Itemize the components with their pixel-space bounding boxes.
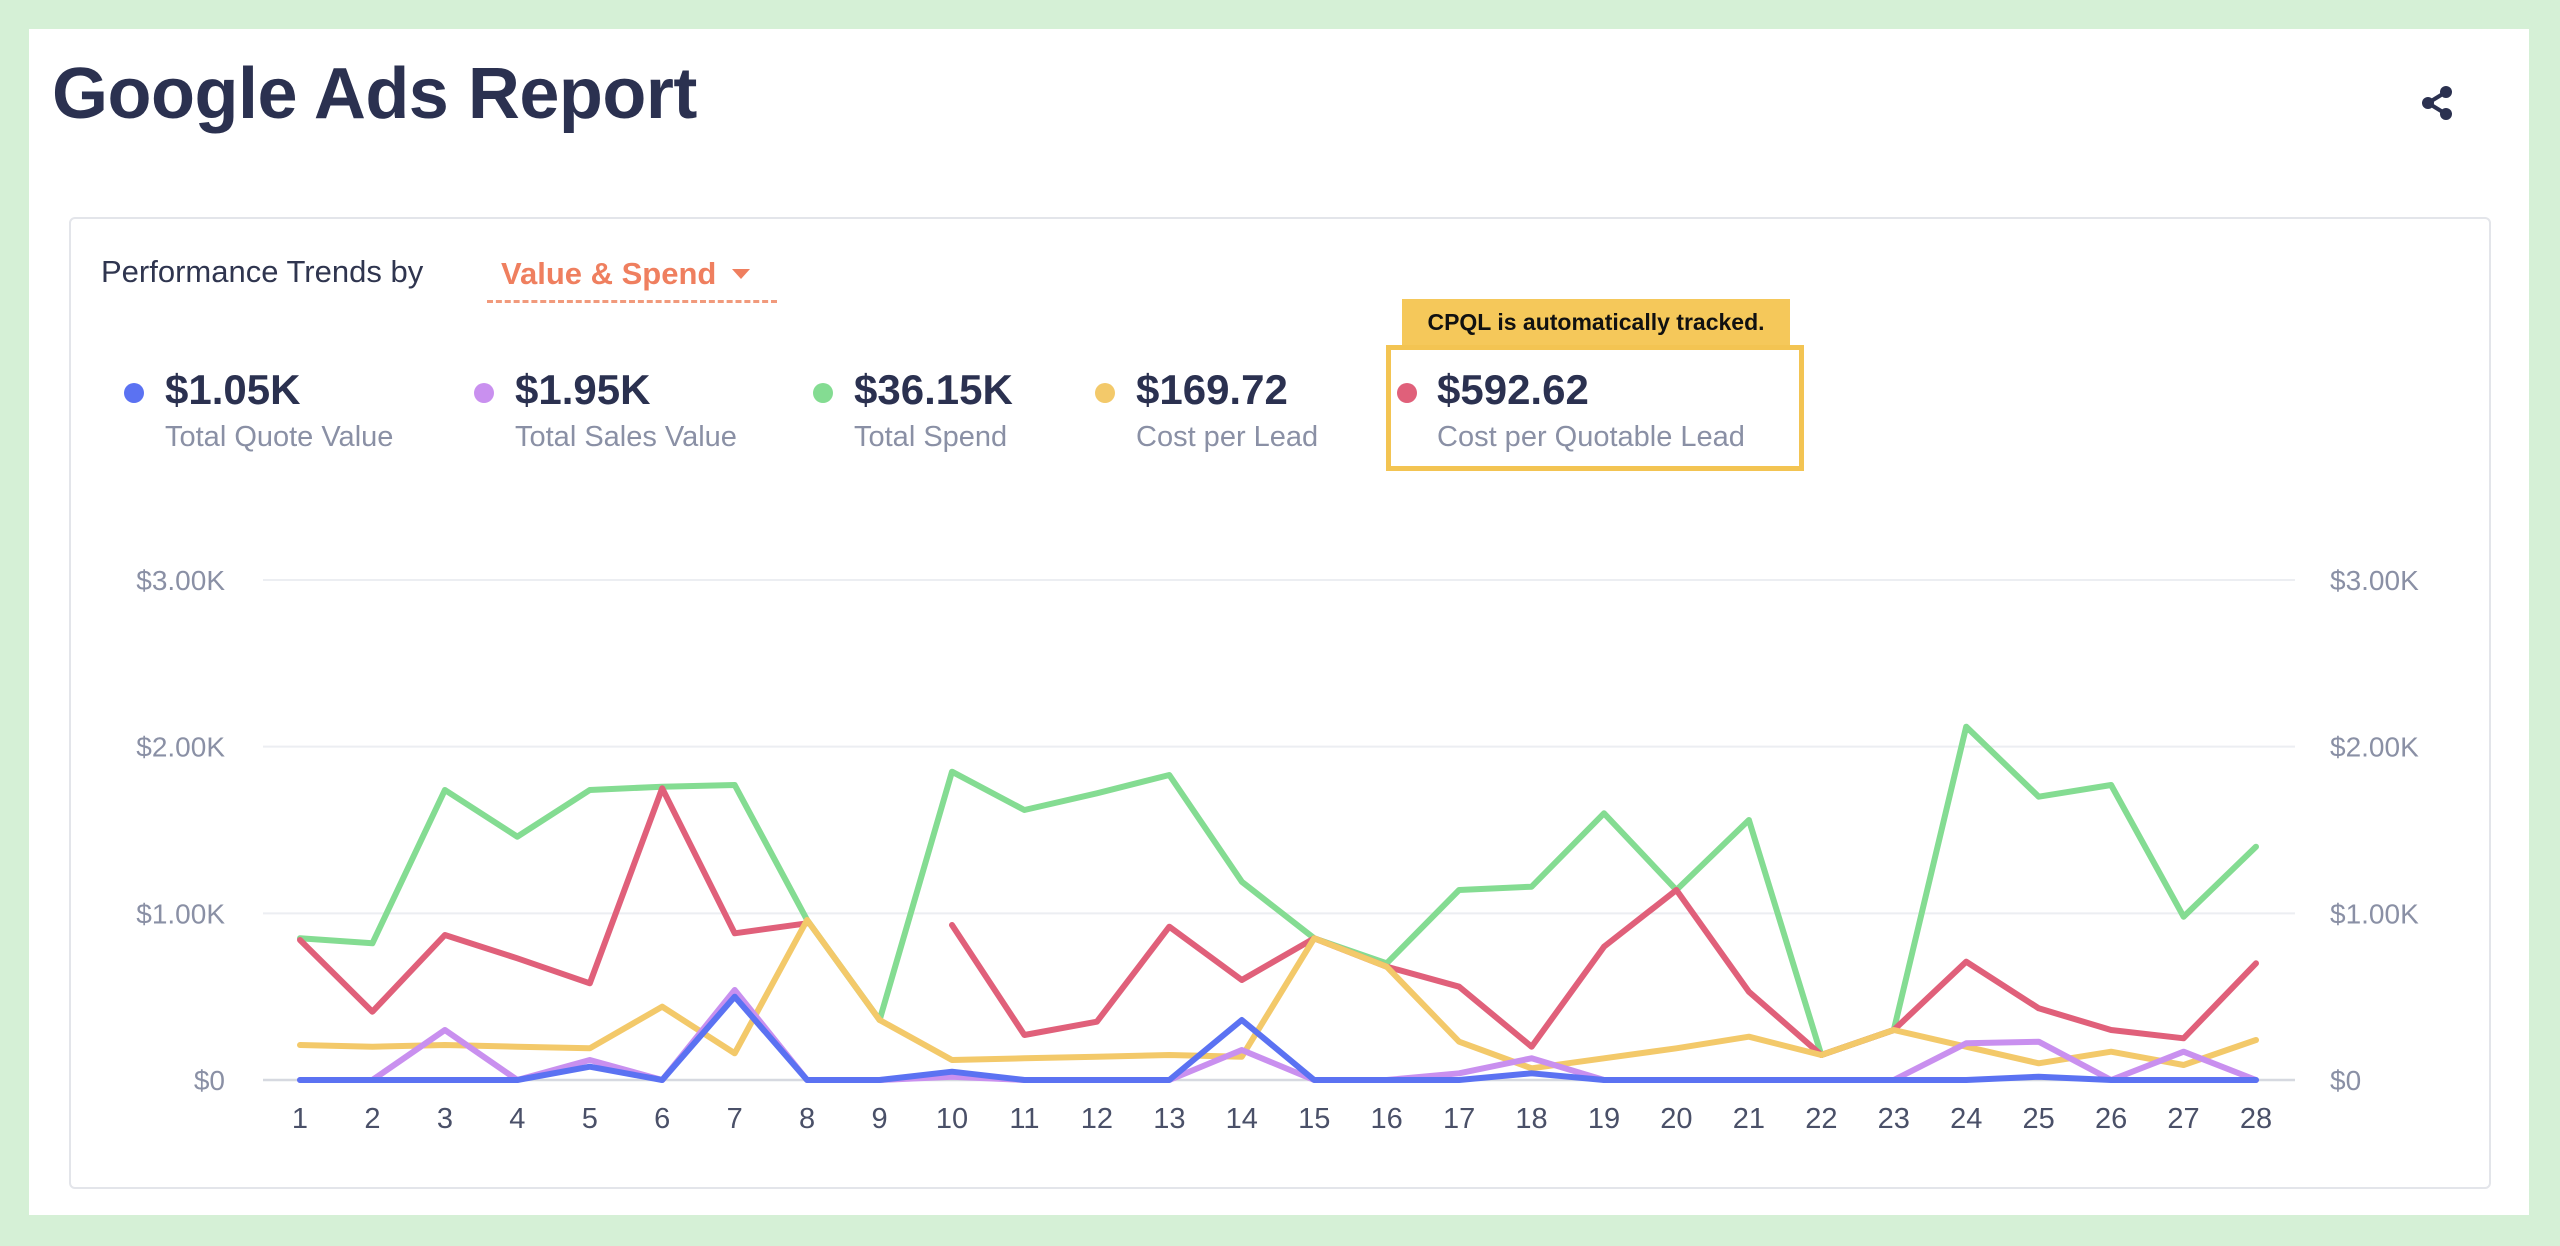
x-tick-label: 26 (2095, 1103, 2127, 1135)
caret-down-icon (732, 269, 751, 279)
legend-dot-icon (474, 383, 494, 403)
legend-dot-icon (813, 383, 833, 403)
x-tick-label: 2 (364, 1103, 380, 1135)
x-tick-label: 11 (1009, 1103, 1039, 1135)
y-tick-label-right: $3.00K (2330, 565, 2419, 596)
kpi-value: $1.05K (165, 366, 301, 413)
x-tick-label: 28 (2240, 1103, 2272, 1135)
series-line (297, 785, 811, 1015)
x-tick-label: 25 (2023, 1103, 2055, 1135)
x-tick-label: 15 (1298, 1103, 1330, 1135)
x-tick-label: 12 (1081, 1103, 1113, 1135)
x-tick-label: 18 (1515, 1103, 1547, 1135)
legend-dot-icon (1095, 383, 1115, 403)
x-tick-label: 10 (936, 1103, 968, 1135)
share-icon (2422, 86, 2452, 120)
y-tick-label-right: $2.00K (2330, 732, 2419, 763)
x-tick-label: 3 (437, 1103, 453, 1135)
kpi-value: $1.95K (515, 366, 651, 413)
x-tick-label: 4 (509, 1103, 525, 1135)
kpi-label: Cost per Lead (1136, 421, 1319, 453)
kpi-value: $36.15K (854, 366, 1013, 413)
trend-label: Performance Trends by (101, 254, 424, 289)
x-tick-label: 24 (1950, 1103, 1982, 1135)
x-tick-label: 21 (1733, 1103, 1765, 1135)
series-line (297, 993, 2259, 1083)
x-tick-label: 5 (582, 1103, 598, 1135)
legend-dot-icon (1397, 383, 1417, 403)
x-tick-label: 27 (2167, 1103, 2199, 1135)
x-tick-label: 14 (1226, 1103, 1258, 1135)
y-tick-label-right: $0 (2330, 1065, 2361, 1096)
x-tick-label: 13 (1153, 1103, 1185, 1135)
callout-tag: CPQL is automatically tracked. (1402, 299, 1790, 345)
x-tick-label: 23 (1878, 1103, 1910, 1135)
performance-panel (69, 217, 2491, 1189)
kpi-label: Total Sales Value (515, 421, 737, 453)
series-line (297, 987, 2259, 1083)
x-tick-label: 17 (1443, 1103, 1475, 1135)
kpi-value: $592.62 (1437, 366, 1589, 413)
x-tick-label: 7 (727, 1103, 743, 1135)
x-tick-label: 1 (292, 1103, 308, 1135)
x-tick-label: 6 (654, 1103, 670, 1135)
x-tick-label: 20 (1660, 1103, 1692, 1135)
x-tick-label: 9 (871, 1103, 887, 1135)
series-line (949, 887, 2259, 1058)
series-line (297, 723, 2259, 1058)
x-tick-label: 22 (1805, 1103, 1837, 1135)
y-tick-label-left: $3.00K (136, 565, 225, 596)
x-tick-label: 8 (799, 1103, 815, 1135)
x-tick-label: 19 (1588, 1103, 1620, 1135)
page-title: Google Ads Report (52, 54, 697, 134)
dropdown-selected: Value & Spend (501, 256, 717, 291)
kpi-label: Total Quote Value (165, 421, 394, 453)
y-tick-label-left: $1.00K (136, 898, 225, 929)
series-line (297, 917, 2259, 1072)
kpi-value: $169.72 (1136, 366, 1288, 413)
kpi-label: Cost per Quotable Lead (1437, 421, 1745, 453)
y-tick-label-right: $1.00K (2330, 898, 2419, 929)
share-button[interactable] (2407, 78, 2467, 128)
y-tick-label-left: $0 (194, 1065, 225, 1096)
legend-dot-icon (124, 383, 144, 403)
kpi-label: Total Spend (854, 421, 1008, 453)
y-tick-label-left: $2.00K (136, 732, 225, 763)
metric-dropdown[interactable]: Value & Spend (487, 248, 777, 303)
x-tick-label: 16 (1371, 1103, 1403, 1135)
highlight-box (1386, 345, 1804, 471)
